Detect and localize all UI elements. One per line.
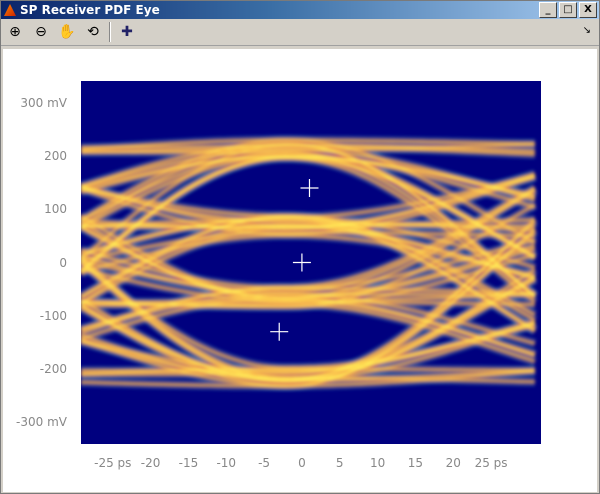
eye-trace: [81, 176, 536, 236]
x-tick-label: -5: [258, 456, 271, 470]
eye-trace: [81, 334, 535, 382]
x-tick-label: 0: [298, 456, 306, 470]
eye-trace: [81, 303, 536, 363]
y-tick-label: 200: [44, 149, 67, 164]
zoom-out-icon[interactable]: ⊖: [35, 24, 47, 40]
x-tick-label: -20: [140, 456, 161, 470]
plot-canvas: 300 mV 200 100 0 -100 -200 -300 mV -25 ps -20 -15…: [3, 49, 597, 492]
eye-trace: [81, 304, 535, 387]
toolbar-separator: [109, 22, 111, 42]
toolbar: ⊕ ⊖ ✋ ⟲ ✚ ↘: [1, 19, 599, 46]
eye-trace: [81, 219, 536, 332]
eye-trace: [81, 245, 536, 340]
eye-trace: [81, 217, 536, 331]
eye-trace: [81, 223, 535, 297]
matlab-icon: [4, 4, 16, 16]
eye-center-marker: [292, 253, 311, 272]
dock-arrow-icon[interactable]: ↘: [582, 25, 591, 36]
eye-trace: [81, 234, 536, 277]
eye-trace: [81, 307, 536, 381]
title-bar: SP Receiver PDF Eye _ □ X: [1, 1, 599, 19]
eye-center-marker: [270, 322, 289, 341]
x-tick-label: -25 ps: [94, 456, 132, 470]
x-tick-label: 20: [445, 456, 461, 470]
y-tick-label: -300 mV: [16, 415, 67, 430]
y-tick-label: 100: [44, 202, 67, 217]
eye-trace: [81, 276, 536, 376]
x-tick-label: 10: [369, 456, 386, 470]
eye-center-marker: [300, 178, 319, 197]
zoom-in-icon[interactable]: ⊕: [9, 24, 21, 40]
eye-trace: [81, 215, 536, 321]
eye-trace: [81, 221, 536, 380]
eye-trace: [81, 143, 535, 188]
eye-trace: [81, 187, 536, 334]
eye-trace: [81, 189, 536, 293]
data-cursor-icon[interactable]: ✚: [121, 24, 133, 40]
close-button[interactable]: X: [579, 2, 597, 18]
maximize-button[interactable]: □: [559, 2, 577, 18]
pan-hand-icon[interactable]: ✋: [58, 24, 76, 40]
y-tick-label: -200: [39, 361, 67, 376]
eye-trace: [81, 368, 535, 375]
x-tick-label: 5: [335, 456, 344, 470]
x-tick-label: -10: [216, 456, 237, 470]
eye-trace: [81, 173, 536, 305]
eye-trace: [81, 293, 536, 345]
eye-trace: [81, 144, 535, 260]
eye-trace: [81, 231, 535, 262]
eye-diagram-plot[interactable]: [81, 81, 541, 444]
y-tick-label: -100: [39, 308, 67, 323]
eye-trace: [81, 239, 536, 289]
y-tick-label: 300 mV: [20, 95, 67, 110]
eye-trace: [81, 276, 536, 379]
eye-trace: [81, 157, 536, 303]
x-tick-label: 25 ps: [474, 456, 508, 470]
eye-trace: [81, 146, 535, 156]
eye-trace: [81, 152, 536, 259]
y-tick-label: 0: [59, 255, 67, 270]
x-tick-label: 15: [407, 456, 424, 470]
eye-trace: [81, 139, 535, 221]
x-tick-label: -15: [178, 456, 199, 470]
eye-trace: [81, 218, 536, 387]
rotate-3d-icon[interactable]: ⟲: [87, 24, 99, 40]
window-title: SP Receiver PDF Eye: [20, 3, 160, 17]
minimize-button[interactable]: _: [539, 2, 557, 18]
eye-trace: [81, 175, 536, 230]
